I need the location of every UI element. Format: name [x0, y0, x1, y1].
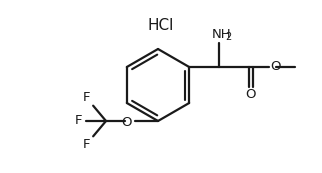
- Text: F: F: [74, 115, 82, 128]
- Text: 2: 2: [225, 32, 231, 42]
- Text: O: O: [121, 116, 132, 129]
- Text: O: O: [270, 60, 281, 72]
- Text: F: F: [83, 138, 90, 151]
- Text: HCl: HCl: [148, 17, 174, 33]
- Text: F: F: [83, 91, 90, 104]
- Text: O: O: [246, 88, 256, 101]
- Text: NH: NH: [211, 28, 231, 41]
